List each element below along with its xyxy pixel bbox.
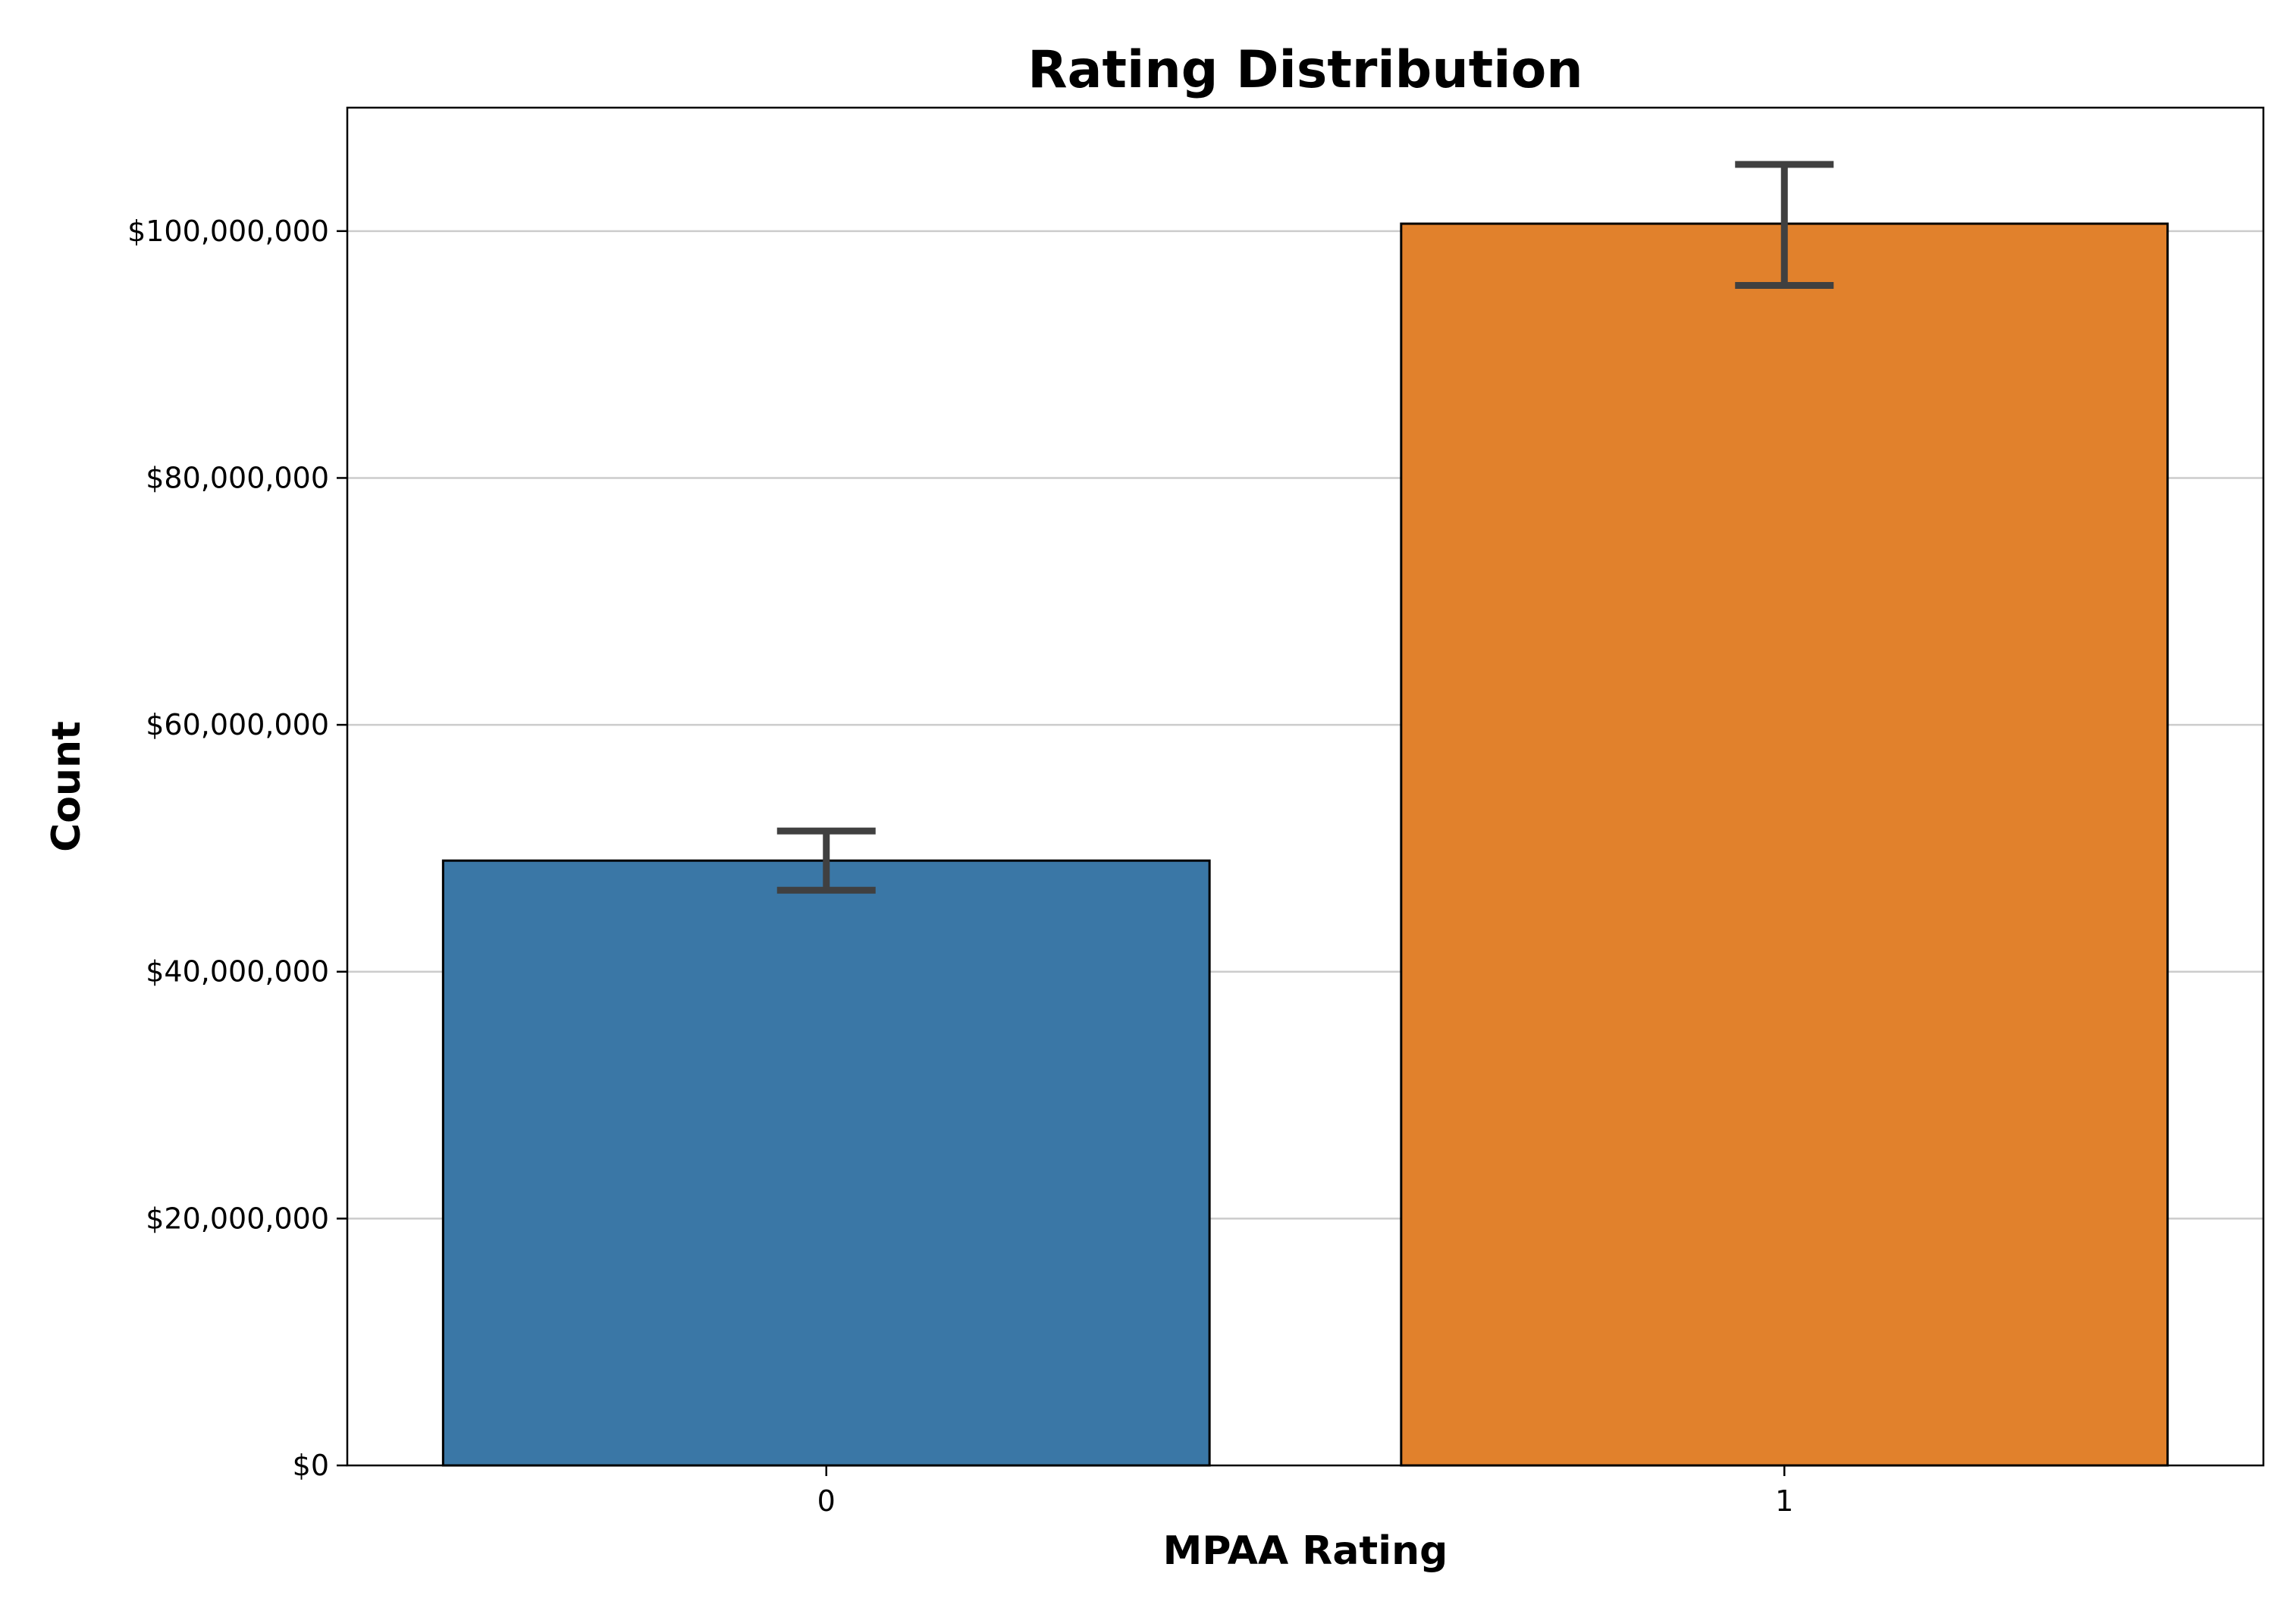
y-tick-label: $60,000,000 [146, 708, 329, 741]
y-tick-label: $20,000,000 [146, 1202, 329, 1235]
y-axis-ticks: $0 $20,000,000 $40,000,000 $60,000,000 $80,0… [127, 215, 347, 1482]
y-tick-label: $40,000,000 [146, 955, 329, 989]
bar-1 [1400, 222, 2169, 1467]
plot-frame [346, 106, 2265, 1467]
x-tick-label: 0 [817, 1484, 836, 1518]
chart-title: Rating Distribution [1027, 40, 1582, 100]
bars [441, 222, 2169, 1467]
y-axis-label: Count [44, 721, 89, 852]
x-tick-label: 1 [1775, 1484, 1793, 1518]
y-tick-label: $100,000,000 [127, 215, 329, 248]
error-bars [776, 161, 1834, 894]
bar-0 [441, 859, 1211, 1467]
y-tick-label: $80,000,000 [146, 461, 329, 494]
y-tick-label: $0 [293, 1449, 329, 1482]
x-axis-label: MPAA Rating [1163, 1528, 1448, 1574]
